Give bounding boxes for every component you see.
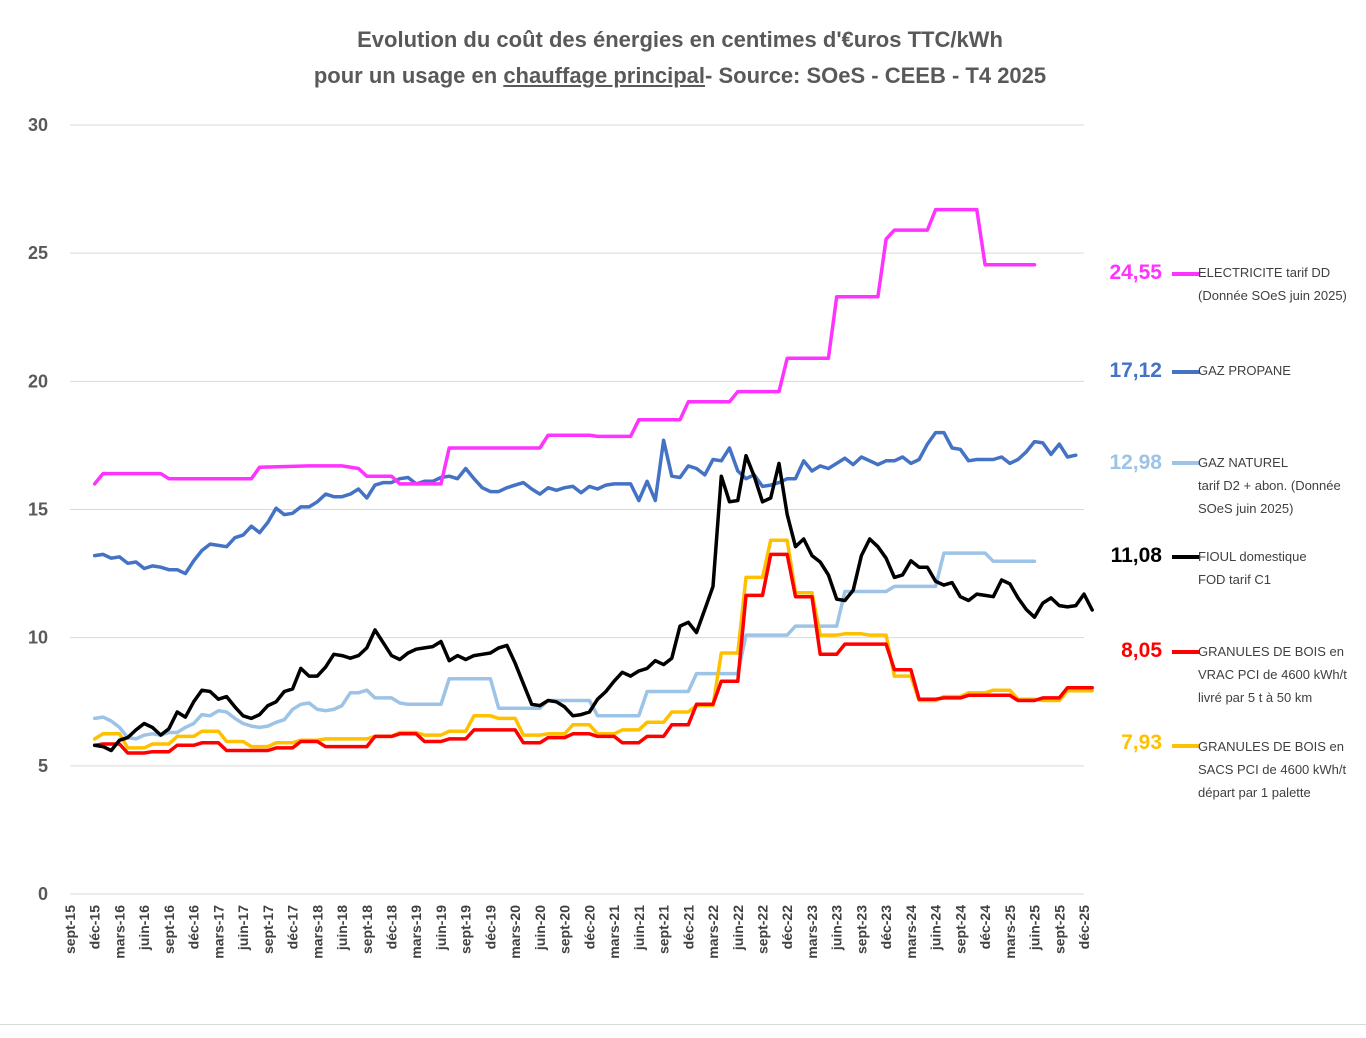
legend-label-line: SACS PCI de 4600 kWh/t xyxy=(1198,762,1347,777)
x-tick-label: déc-20 xyxy=(581,905,597,950)
y-axis-ticks: 0 5 10 15 20 25 30 xyxy=(28,115,48,904)
x-tick-label: sept-25 xyxy=(1051,905,1067,954)
legend-label-line: VRAC PCI de 4600 kWh/t xyxy=(1198,667,1347,682)
x-tick-label: déc-18 xyxy=(384,905,400,950)
x-tick-label: juin-20 xyxy=(532,905,548,951)
x-tick-label: sept-15 xyxy=(62,905,78,954)
x-tick-label: sept-24 xyxy=(952,905,968,954)
x-tick-label: juin-16 xyxy=(136,905,152,951)
y-tick-label: 0 xyxy=(38,884,48,904)
legend-value-electricite: 24,55 xyxy=(1109,261,1162,284)
y-tick-label: 25 xyxy=(28,243,48,263)
legend-label-line: SOeS juin 2025) xyxy=(1198,501,1294,516)
chart-title-suffix: - Source: SOeS - CEEB - T4 2025 xyxy=(705,63,1047,88)
x-tick-label: mars-25 xyxy=(1002,905,1018,959)
chart-title: Evolution du coût des énergies en centim… xyxy=(200,22,1160,94)
chart-title-prefix: pour un usage en xyxy=(313,63,504,88)
x-tick-label: sept-20 xyxy=(557,905,573,954)
y-tick-label: 15 xyxy=(28,500,48,520)
legend-label-line: FOD tarif C1 xyxy=(1198,572,1271,587)
x-tick-label: déc-15 xyxy=(87,905,103,950)
legend-swatch-gaz-propane xyxy=(1172,370,1200,374)
legend-swatch-fioul xyxy=(1172,555,1200,559)
x-tick-label: déc-25 xyxy=(1076,905,1092,950)
x-tick-label: mars-17 xyxy=(210,905,226,959)
x-tick-label: mars-20 xyxy=(507,905,523,959)
legend-swatch-granules-sacs xyxy=(1172,744,1200,748)
legend-swatch-gaz-naturel xyxy=(1172,461,1200,465)
x-tick-label: déc-17 xyxy=(285,905,301,950)
chart-title-line-2: pour un usage en chauffage principal- So… xyxy=(200,58,1160,94)
x-tick-label: mars-22 xyxy=(705,905,721,959)
x-tick-label: déc-24 xyxy=(977,905,993,950)
legend-label-line: GAZ NATUREL xyxy=(1198,455,1289,470)
legend-value-gaz-naturel: 12,98 xyxy=(1109,451,1162,474)
fioul-line xyxy=(92,453,1094,753)
x-tick-label: sept-19 xyxy=(458,905,474,954)
legend-label-granules-vrac: GRANULES DE BOIS en VRAC PCI de 4600 kWh… xyxy=(1198,640,1366,709)
y-tick-label: 5 xyxy=(38,756,48,776)
gaz-propane-line xyxy=(92,430,1078,576)
legend-swatch-electricite xyxy=(1172,272,1200,276)
x-tick-label: sept-21 xyxy=(656,905,672,954)
legend-value-fioul: 11,08 xyxy=(1110,544,1162,567)
electricite-line xyxy=(92,207,1037,486)
x-tick-label: sept-18 xyxy=(359,905,375,954)
y-tick-label: 10 xyxy=(28,628,48,648)
x-tick-label: juin-18 xyxy=(334,905,350,951)
x-tick-label: déc-23 xyxy=(878,905,894,950)
legend-label-gaz-naturel: GAZ NATUREL tarif D2 + abon. (Donnée SOe… xyxy=(1198,451,1366,520)
legend-label-granules-sacs: GRANULES DE BOIS en SACS PCI de 4600 kWh… xyxy=(1198,735,1366,804)
x-tick-label: mars-21 xyxy=(606,905,622,959)
x-tick-label: déc-16 xyxy=(186,905,202,950)
x-tick-label: juin-22 xyxy=(730,905,746,951)
legend-label-line: ELECTRICITE tarif DD xyxy=(1198,265,1331,280)
x-tick-label: sept-17 xyxy=(260,905,276,954)
legend-label-line: tarif D2 + abon. (Donnée xyxy=(1198,478,1341,493)
y-tick-label: 20 xyxy=(28,371,48,391)
legend-label-line: GRANULES DE BOIS en xyxy=(1198,644,1344,659)
y-tick-label: 30 xyxy=(28,115,48,135)
legend-value-gaz-propane: 17,12 xyxy=(1109,359,1162,382)
x-tick-label: juin-25 xyxy=(1027,905,1043,951)
x-tick-label: juin-23 xyxy=(829,905,845,951)
legend-value-granules-sacs: 7,93 xyxy=(1121,731,1162,754)
x-tick-label: déc-21 xyxy=(680,905,696,950)
x-tick-label: sept-23 xyxy=(853,905,869,954)
legend-value-granules-vrac: 8,05 xyxy=(1121,639,1162,662)
x-axis-ticks: sept-15 déc-15 mars-16 juin-16 sept-16 déc-16… xyxy=(62,905,1092,959)
legend-label-line: départ par 1 palette xyxy=(1198,785,1311,800)
chart-title-underlined: chauffage principal xyxy=(503,63,706,88)
x-tick-label: sept-16 xyxy=(161,905,177,954)
legend-label-line: GAZ PROPANE xyxy=(1198,363,1291,378)
legend-label-line: GRANULES DE BOIS en xyxy=(1198,739,1344,754)
legend-swatch-granules-vrac xyxy=(1172,650,1200,654)
legend-label-line: FIOUL domestique xyxy=(1198,549,1307,564)
x-tick-label: juin-21 xyxy=(631,905,647,951)
x-tick-label: mars-24 xyxy=(903,905,919,959)
granules-vrac-line xyxy=(92,552,1094,755)
x-tick-label: déc-19 xyxy=(482,905,498,950)
x-tick-label: mars-16 xyxy=(111,905,127,959)
x-tick-label: sept-22 xyxy=(754,905,770,954)
gaz-naturel-line xyxy=(92,551,1037,741)
gridlines xyxy=(70,124,1084,895)
x-tick-label: déc-22 xyxy=(779,905,795,950)
legend-label-electricite: ELECTRICITE tarif DD (Donnée SOeS juin 2… xyxy=(1198,261,1366,307)
chart-title-line-1: Evolution du coût des énergies en centim… xyxy=(357,27,1003,52)
legend-label-line: (Donnée SOeS juin 2025) xyxy=(1198,288,1347,303)
legend-label-line: livré par 5 t à 50 km xyxy=(1198,690,1313,705)
series-lines xyxy=(92,207,1094,755)
legend-label-gaz-propane: GAZ PROPANE xyxy=(1198,359,1366,382)
x-tick-label: juin-19 xyxy=(433,905,449,951)
x-tick-label: juin-24 xyxy=(928,905,944,951)
x-tick-label: mars-23 xyxy=(804,905,820,959)
legend-label-fioul: FIOUL domestique FOD tarif C1 xyxy=(1198,545,1366,591)
x-tick-label: mars-18 xyxy=(309,905,325,959)
x-tick-label: mars-19 xyxy=(408,905,424,959)
x-tick-label: juin-17 xyxy=(235,905,251,951)
